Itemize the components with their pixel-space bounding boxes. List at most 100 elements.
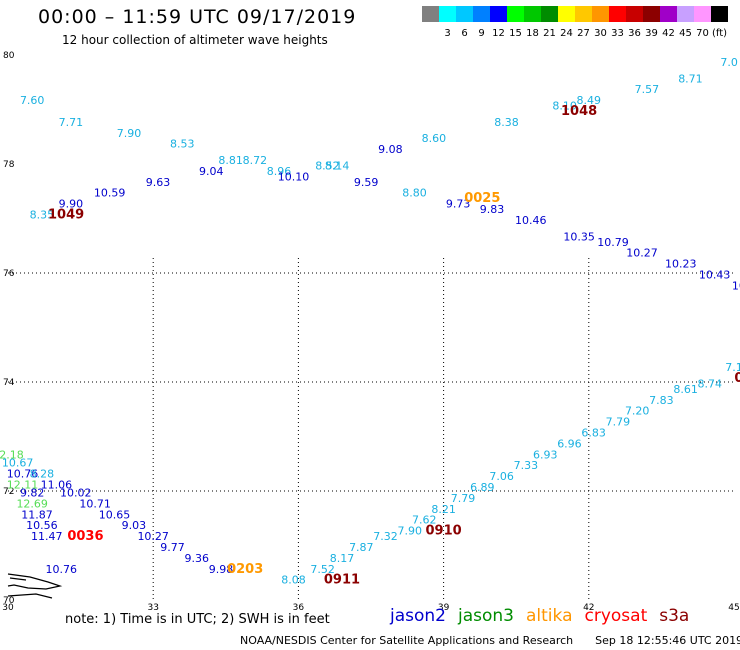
wave-height-reading: 8.21 — [431, 503, 456, 516]
scale-swatch — [541, 6, 558, 22]
wave-height-reading: 10.27 — [626, 247, 658, 260]
wave-height-reading: 8.17 — [330, 552, 355, 565]
wave-height-reading: 7.79 — [606, 416, 631, 429]
scale-swatch — [422, 6, 439, 22]
pass-time-label: 0036 — [67, 529, 103, 544]
scale-label: 6 — [461, 28, 467, 39]
scale-label: 15 — [509, 28, 522, 39]
wave-height-reading: 6.96 — [557, 437, 582, 450]
wave-height-reading: 9.90 — [59, 198, 84, 211]
wave-height-reading: 7.06 — [489, 470, 514, 483]
wave-height-reading: 7.60 — [20, 94, 45, 107]
scale-swatch — [558, 6, 575, 22]
wave-height-reading: 10.76 — [45, 563, 77, 576]
wave-height-reading: 12.69 — [16, 497, 48, 510]
wave-height-reading: 7.20 — [625, 405, 650, 418]
wave-height-reading: 7.52 — [310, 563, 335, 576]
wave-height-reading: 8.53 — [170, 138, 195, 151]
wave-height-reading: 8.52 — [315, 159, 340, 172]
wave-height-reading: 10.35 — [563, 230, 595, 243]
wave-height-reading: 10.79 — [597, 236, 629, 249]
pass-time-label: 0910 — [426, 524, 462, 539]
wave-height-reading: 8.28 — [30, 467, 55, 480]
wave-height-reading: 10.65 — [99, 508, 131, 521]
scale-label: 30 — [594, 28, 607, 39]
scale-label: 21 — [543, 28, 556, 39]
pass-time-label: 0911 — [324, 573, 360, 588]
scale-swatch — [473, 6, 490, 22]
scale-swatch — [660, 6, 677, 22]
y-tick-label: 74 — [3, 378, 15, 388]
map-subtitle: 12 hour collection of altimeter wave hei… — [62, 33, 328, 47]
scale-label: 39 — [645, 28, 658, 39]
pass-time-label: 1049 — [48, 208, 84, 223]
wave-height-reading: 8.74 — [698, 377, 723, 390]
scale-label: 3 — [444, 28, 450, 39]
wave-height-reading: 7.71 — [59, 116, 84, 129]
scale-swatch — [524, 6, 541, 22]
wave-height-reading: 8.80 — [402, 187, 427, 200]
x-tick-label: 45 — [728, 603, 739, 613]
pass-time-label: 0203 — [227, 562, 263, 577]
wave-height-reading: 10.23 — [665, 258, 697, 271]
scale-label: (ft) — [712, 28, 727, 39]
wave-height-reading: 10.59 — [94, 187, 126, 200]
scale-label: 45 — [679, 28, 692, 39]
wave-height-reading: 7.62 — [412, 514, 437, 527]
scale-label: 12 — [492, 28, 505, 39]
y-tick-label: 76 — [3, 269, 15, 279]
wave-height-reading: 8.38 — [494, 116, 519, 129]
wave-height-reading: 8.72 — [243, 154, 268, 167]
scale-swatch — [694, 6, 711, 22]
wave-height-reading: 12.11 — [7, 478, 39, 491]
footer-credit: NOAA/NESDIS Center for Satellite Applica… — [240, 634, 740, 647]
scale-label: 9 — [478, 28, 484, 39]
scale-label: 33 — [611, 28, 624, 39]
wave-height-reading: 7.32 — [373, 530, 398, 543]
wave-height-reading: 10 — [732, 279, 740, 292]
wave-height-reading: 8.96 — [267, 165, 292, 178]
scale-swatch — [592, 6, 609, 22]
y-tick-label: 72 — [3, 487, 14, 497]
wave-height-reading: 10.46 — [515, 214, 547, 227]
scale-swatch — [507, 6, 524, 22]
scale-swatch — [439, 6, 456, 22]
scale-swatch — [575, 6, 592, 22]
scale-swatch — [456, 6, 473, 22]
wave-height-reading: 7.57 — [635, 83, 660, 96]
y-tick-label: 78 — [3, 160, 15, 170]
wave-height-reading: 9.98 — [209, 563, 234, 576]
satellite-legend-jason3: jason3 — [458, 606, 514, 626]
wave-height-reading: 9.59 — [354, 176, 379, 189]
satellite-legend-jason2: jason2 — [390, 606, 446, 626]
wave-height-reading: 7.90 — [117, 127, 142, 140]
wave-height-reading: 8.49 — [577, 94, 602, 107]
wave-height-reading: 12.18 — [0, 448, 24, 461]
wave-height-reading: 7.87 — [349, 541, 374, 554]
x-tick-label: 30 — [2, 603, 14, 613]
wave-height-reading: 10.02 — [60, 486, 92, 499]
wave-height-reading: 7.1 — [725, 361, 740, 374]
satellite-legend-cryosat: cryosat — [584, 606, 648, 626]
satellite-legend-s3a: s3a — [659, 606, 690, 626]
scale-label: 18 — [526, 28, 539, 39]
scale-swatch — [677, 6, 694, 22]
wave-height-reading: 9.03 — [122, 519, 147, 532]
scale-swatch — [711, 6, 728, 22]
wave-height-reading: 11.87 — [21, 508, 53, 521]
scale-label: 24 — [560, 28, 573, 39]
wave-height-color-scale: 3 6 9 12 15 18 21 24 27 30 33 36 39 42 45 70 (ft) — [422, 6, 728, 39]
wave-height-reading: 9.04 — [199, 165, 224, 178]
wave-height-reading: 10.67 — [2, 456, 34, 469]
scale-label: 42 — [662, 28, 675, 39]
wave-height-reading: 10.27 — [137, 530, 169, 543]
wave-height-reading: 9.73 — [446, 198, 471, 211]
wave-height-reading: 6.83 — [581, 427, 606, 440]
wave-height-reading: 6.89 — [470, 481, 495, 494]
wave-height-reading: 8.61 — [673, 383, 698, 396]
scale-label: 36 — [628, 28, 641, 39]
wave-height-reading: 7.83 — [649, 394, 674, 407]
pass-time-label: 0 — [734, 371, 740, 386]
credit-text: NOAA/NESDIS Center for Satellite Applica… — [240, 634, 574, 647]
